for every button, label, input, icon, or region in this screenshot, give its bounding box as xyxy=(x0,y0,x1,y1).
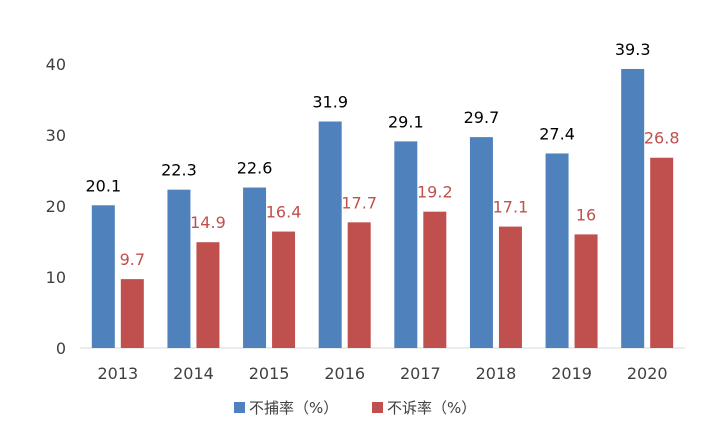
x-tick-label: 2013 xyxy=(97,364,138,383)
x-tick-label: 2016 xyxy=(324,364,365,383)
bar-buhu xyxy=(545,153,569,348)
y-tick-label: 40 xyxy=(46,55,66,74)
bar-value-label: 22.3 xyxy=(161,161,197,180)
bar-buhu xyxy=(167,189,191,348)
x-tick-label: 2019 xyxy=(551,364,592,383)
bar-busu xyxy=(120,279,144,348)
x-tick-label: 2020 xyxy=(627,364,668,383)
bar-buhu xyxy=(243,187,267,348)
bar-value-label: 29.1 xyxy=(388,112,424,131)
bar-value-label: 27.4 xyxy=(539,124,575,143)
x-tick-label: 2015 xyxy=(249,364,290,383)
x-tick-label: 2014 xyxy=(173,364,214,383)
bar-value-label: 16.4 xyxy=(266,203,302,222)
y-tick-label: 0 xyxy=(56,339,66,358)
bar-value-label: 29.7 xyxy=(464,108,500,127)
bar-buhu xyxy=(621,68,645,348)
legend-label: 不捕率（%） xyxy=(249,399,338,417)
bar-value-label: 17.7 xyxy=(341,193,377,212)
bar-busu xyxy=(423,211,447,348)
y-tick-label: 20 xyxy=(46,197,66,216)
bar-value-label: 39.3 xyxy=(615,40,651,59)
bar-buhu xyxy=(394,141,418,348)
bar-value-label: 19.2 xyxy=(417,183,453,202)
bar-busu xyxy=(498,226,522,348)
bar-value-label: 16 xyxy=(576,205,596,224)
bar-value-label: 14.9 xyxy=(190,213,226,232)
legend-label: 不诉率（%） xyxy=(387,399,476,417)
bar-busu xyxy=(650,157,674,348)
bar-value-label: 22.6 xyxy=(237,159,273,178)
bar-value-label: 31.9 xyxy=(312,93,348,112)
bar-value-label: 26.8 xyxy=(644,129,680,148)
bar-busu xyxy=(347,222,371,348)
legend-swatch xyxy=(372,402,383,413)
bar-busu xyxy=(574,234,598,348)
x-tick-label: 2018 xyxy=(476,364,517,383)
y-tick-label: 30 xyxy=(46,126,66,145)
bar-busu xyxy=(196,242,220,348)
legend-swatch xyxy=(234,402,245,413)
y-tick-label: 10 xyxy=(46,268,66,287)
bar-buhu xyxy=(91,205,115,348)
bar-value-label: 9.7 xyxy=(120,250,145,269)
bar-value-label: 20.1 xyxy=(86,176,122,195)
bar-buhu xyxy=(469,137,493,348)
bar-busu xyxy=(272,231,296,348)
x-tick-label: 2017 xyxy=(400,364,441,383)
bar-value-label: 17.1 xyxy=(493,198,529,217)
bar-buhu xyxy=(318,121,342,348)
